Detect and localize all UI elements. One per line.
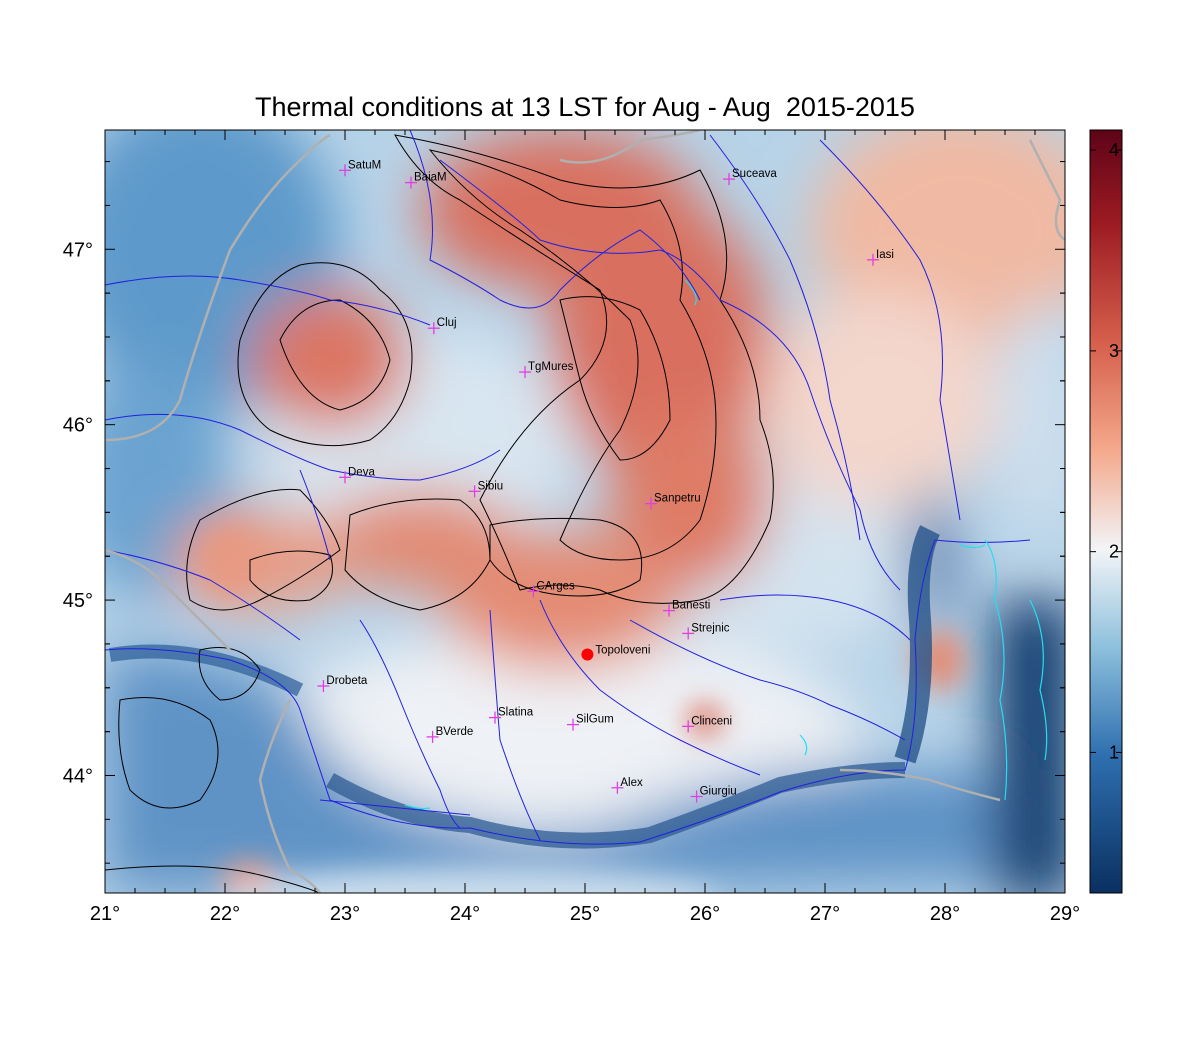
city-carges: CArges (527, 580, 575, 598)
city-giurgiu: Giurgiu (690, 786, 737, 803)
colorbar-ticks: 1 2 3 4 (1090, 140, 1122, 762)
lakes (404, 279, 1048, 810)
x-tick-label: 24° (450, 903, 480, 925)
colorbar-tick-label: 1 (1109, 742, 1119, 762)
city-label: BaiaM (414, 172, 447, 184)
x-tick-label: 26° (690, 903, 720, 925)
contour-lines (105, 134, 774, 893)
map-title: Thermal conditions at 13 LST for Aug - A… (255, 92, 915, 122)
x-tick-label: 28° (930, 903, 960, 925)
city-drobeta: Drobeta (317, 675, 368, 693)
highlight-station-dot (581, 648, 594, 661)
city-label: Deva (348, 466, 375, 478)
city-label: SatuM (348, 159, 381, 171)
city-label: Slatina (498, 707, 534, 719)
city-label: SilGum (576, 714, 614, 726)
city-label: Iasi (876, 249, 894, 261)
city-label: Sanpetru (654, 493, 701, 505)
city-label: Clinceni (691, 715, 732, 727)
axis-ticks: 21° 22° 23° 24° 25° 26° 27° 28° 29° 47° 46° 45° 44° (63, 130, 1080, 925)
city-banesti: Banesti (663, 600, 710, 617)
x-tick-label: 25° (570, 903, 600, 925)
colorbar-tick-label: 4 (1109, 140, 1119, 160)
colorbar-tick-label: 2 (1109, 542, 1119, 562)
city-bverde: BVerde (426, 726, 474, 743)
city-alex: Alex (611, 777, 643, 794)
city-label: Suceava (732, 168, 777, 180)
city-label: Giurgiu (700, 786, 737, 798)
x-tick-label: 29° (1050, 903, 1080, 925)
colorbar-gradient (1089, 129, 1123, 894)
city-label: BVerde (436, 726, 474, 738)
city-label: TgMures (528, 361, 574, 373)
y-tick-label: 44° (63, 765, 93, 787)
y-tick-label: 47° (63, 239, 93, 261)
city-label: Alex (620, 777, 643, 789)
city-cluj: Cluj (427, 317, 457, 335)
rivers (105, 130, 1031, 845)
city-clinceni: Clinceni (682, 715, 732, 733)
colorbar-tick-label: 3 (1109, 341, 1119, 361)
city-label: Cluj (437, 317, 457, 329)
city-tgmures: TgMures (519, 361, 574, 379)
city-label: Strejnic (691, 622, 730, 634)
city-satum: SatuM (339, 159, 381, 177)
y-tick-label: 46° (63, 415, 93, 437)
city-label: Drobeta (326, 675, 368, 687)
city-suceava: Suceava (723, 168, 777, 186)
highlight-station: Topoloveni (581, 644, 650, 661)
city-sibiu: Sibiu (468, 480, 504, 498)
x-tick-label: 27° (810, 903, 840, 925)
city-sanpetru: Sanpetru (645, 493, 701, 510)
city-deva: Deva (339, 466, 375, 484)
y-tick-label: 45° (63, 590, 93, 612)
x-tick-label: 22° (210, 903, 240, 925)
city-markers: SatuM BaiaM Suceava Iasi Cluj TgMures Deva Sibi… (317, 159, 894, 803)
city-slatina: Slatina (489, 707, 534, 724)
highlight-station-label: Topoloveni (595, 644, 650, 656)
colorbar: 1 2 3 4 (1089, 129, 1123, 894)
city-baiam: BaiaM (405, 172, 447, 189)
x-tick-label: 21° (90, 903, 120, 925)
city-strejnic: Strejnic (682, 622, 730, 640)
country-borders (105, 130, 1065, 893)
x-tick-label: 23° (330, 903, 360, 925)
city-label: CArges (536, 580, 575, 592)
city-label: Banesti (672, 600, 710, 612)
city-label: Sibiu (478, 480, 504, 492)
city-silgum: SilGum (567, 714, 614, 731)
city-iasi: Iasi (867, 249, 894, 266)
